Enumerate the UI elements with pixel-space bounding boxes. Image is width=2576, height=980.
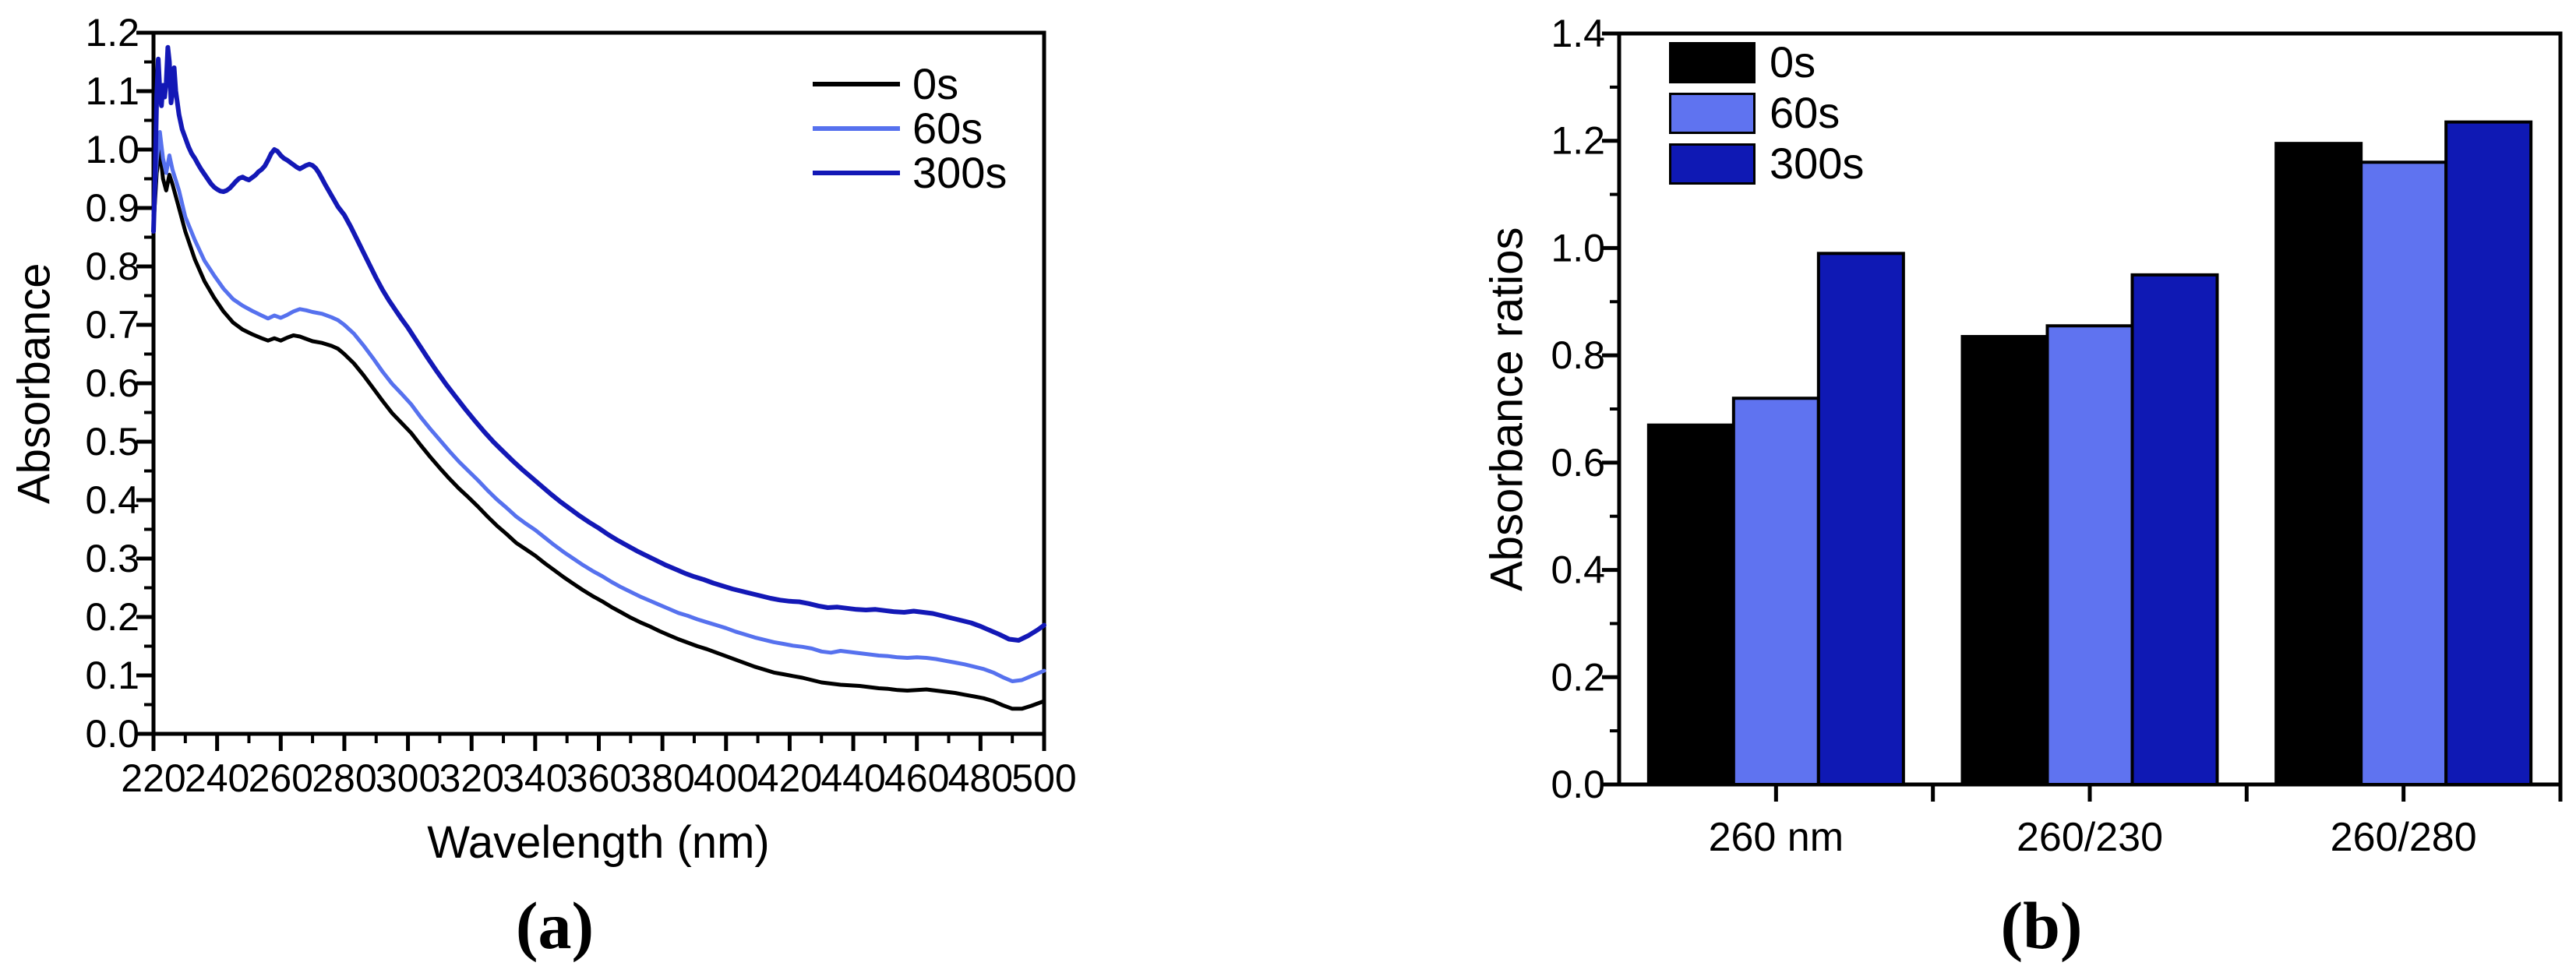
chart-a-x-tick-label: 480 <box>948 756 1013 800</box>
bar-260280-60s <box>2359 160 2448 786</box>
legend-entry-0s: 0s <box>813 62 1007 106</box>
bar-260nm-300s <box>1816 252 1905 787</box>
chart-a-x-tick-label: 220 <box>121 756 185 800</box>
chart-a-y-tick-label: 0.8 <box>85 245 139 288</box>
legend-entry-300s: 300s <box>1669 142 1864 185</box>
spectrum-curve-0s <box>151 147 1046 711</box>
bar-260280-300s <box>2444 120 2533 787</box>
legend-line-swatch-0s <box>813 81 900 86</box>
chart-a-x-tick-label: 240 <box>185 756 249 800</box>
chart-b-y-tick-label: 1.4 <box>1551 12 1605 55</box>
chart-a-x-tick-label: 400 <box>693 756 758 800</box>
chart-a-x-tick-label: 320 <box>439 756 503 800</box>
chart-a-x-tick-label: 380 <box>630 756 694 800</box>
chart-a-y-tick-label: 0.1 <box>85 654 139 697</box>
chart-a-x-tick-label: 460 <box>884 756 949 800</box>
chart-b-y-tick-label: 1.0 <box>1551 226 1605 270</box>
chart-b-caption: (b) <box>2000 888 2083 963</box>
chart-b-y-tick-label: 0.8 <box>1551 333 1605 377</box>
bar-260230-0s <box>1960 335 2049 786</box>
spectrum-curve-300s <box>151 44 1046 643</box>
chart-b-y-tick-label: 0.4 <box>1551 548 1605 592</box>
legend-label-0s: 0s <box>1770 37 1816 86</box>
legend-line-swatch-300s <box>813 170 900 175</box>
legend-label-300s: 300s <box>1770 139 1865 188</box>
chart-a-y-tick-label: 1.1 <box>85 69 139 113</box>
legend-label-60s: 60s <box>1770 88 1840 137</box>
spectrum-curve-60s <box>151 130 1046 683</box>
chart-a-y-tick-label: 0.2 <box>85 595 139 639</box>
chart-a-y-tick-label: 0.6 <box>85 361 139 405</box>
chart-a-y-tick-label: 0.0 <box>85 712 139 756</box>
chart-a-caption: (a) <box>515 888 595 963</box>
chart-a-x-tick-label: 300 <box>376 756 440 800</box>
chart-b-category-label: 260/280 <box>2331 815 2477 860</box>
chart-a-x-tick-label: 280 <box>312 756 376 800</box>
chart-b-y-tick-label: 0.2 <box>1551 655 1605 699</box>
chart-a-y-tick-label: 0.9 <box>85 186 139 230</box>
legend-color-swatch-0s <box>1669 41 1756 83</box>
chart-a-x-tick-label: 420 <box>757 756 822 800</box>
legend-color-swatch-300s <box>1669 143 1756 185</box>
chart-a-x-tick-label: 260 <box>249 756 313 800</box>
chart-a-y-tick-label: 1.0 <box>85 128 139 171</box>
chart-a-y-tick-label: 1.2 <box>85 11 139 55</box>
chart-a-y-tick-label: 0.7 <box>85 303 139 347</box>
legend-label-0s: 0s <box>912 58 959 108</box>
chart-a-x-tick-label: 500 <box>1011 756 1076 800</box>
chart-a-legend: 0s 60s 300s <box>813 62 1007 195</box>
chart-a-y-tick-label: 0.4 <box>85 478 139 522</box>
legend-label-60s: 60s <box>912 103 983 153</box>
legend-entry-300s: 300s <box>813 150 1007 195</box>
chart-b-category-label: 260/230 <box>2017 815 2163 860</box>
legend-color-swatch-60s <box>1669 92 1756 134</box>
legend-entry-60s: 60s <box>1669 91 1864 135</box>
chart-b-y-axis-title: Absorbance ratios <box>1481 227 1533 591</box>
legend-entry-0s: 0s <box>1669 41 1864 84</box>
bar-260230-60s <box>2045 324 2134 786</box>
bar-260nm-0s <box>1646 423 1735 787</box>
chart-a-x-tick-label: 360 <box>566 756 631 800</box>
chart-b-category-label: 260 nm <box>1709 815 1844 860</box>
bar-260nm-60s <box>1731 397 1820 786</box>
legend-line-swatch-60s <box>813 125 900 131</box>
bar-260230-300s <box>2130 273 2219 787</box>
legend-label-300s: 300s <box>912 147 1007 197</box>
chart-a-y-axis-title: Absorbance <box>9 263 60 504</box>
chart-a-y-tick-label: 0.5 <box>85 420 139 464</box>
chart-a-x-tick-label: 440 <box>820 756 885 800</box>
chart-b-y-tick-label: 1.2 <box>1551 119 1605 163</box>
legend-entry-60s: 60s <box>813 106 1007 150</box>
chart-a-y-tick-label: 0.3 <box>85 537 139 580</box>
chart-b-y-tick-label: 0.6 <box>1551 441 1605 485</box>
chart-b-y-tick-label: 0.0 <box>1551 763 1605 806</box>
chart-b-legend: 0s 60s 300s <box>1669 41 1864 192</box>
chart-a-x-tick-label: 340 <box>503 756 567 800</box>
bar-260280-0s <box>2274 142 2363 786</box>
chart-a-x-axis-title: Wavelength (nm) <box>427 817 770 868</box>
